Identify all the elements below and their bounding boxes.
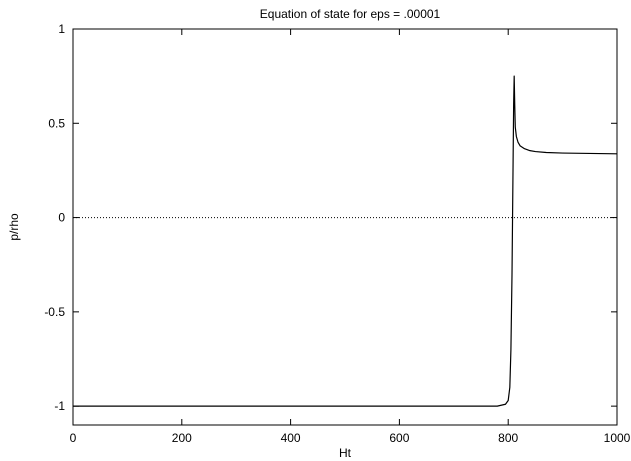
series-line bbox=[73, 75, 618, 407]
x-tick-label: 800 bbox=[498, 431, 518, 445]
series-layer bbox=[73, 75, 618, 407]
x-tick-label: 400 bbox=[281, 431, 301, 445]
y-tick-label: 1 bbox=[58, 22, 65, 36]
y-tick-label: 0 bbox=[58, 211, 65, 225]
x-tick-label: 600 bbox=[389, 431, 409, 445]
y-axis-label: p/rho bbox=[7, 213, 21, 241]
x-tick-label: 0 bbox=[70, 431, 77, 445]
ticks-layer: 0 200 400 600 800 1000 -1 -0.5 0 0.5 1 bbox=[44, 22, 630, 445]
x-axis-label: Ht bbox=[339, 446, 352, 460]
x-tick-label: 200 bbox=[172, 431, 192, 445]
chart-title: Equation of state for eps = .00001 bbox=[260, 7, 441, 21]
plot-frame bbox=[72, 28, 618, 426]
y-tick-label: -1 bbox=[54, 399, 65, 413]
y-tick-label: 0.5 bbox=[48, 116, 65, 130]
y-tick-label: -0.5 bbox=[44, 305, 65, 319]
x-tick-label: 1000 bbox=[604, 431, 631, 445]
